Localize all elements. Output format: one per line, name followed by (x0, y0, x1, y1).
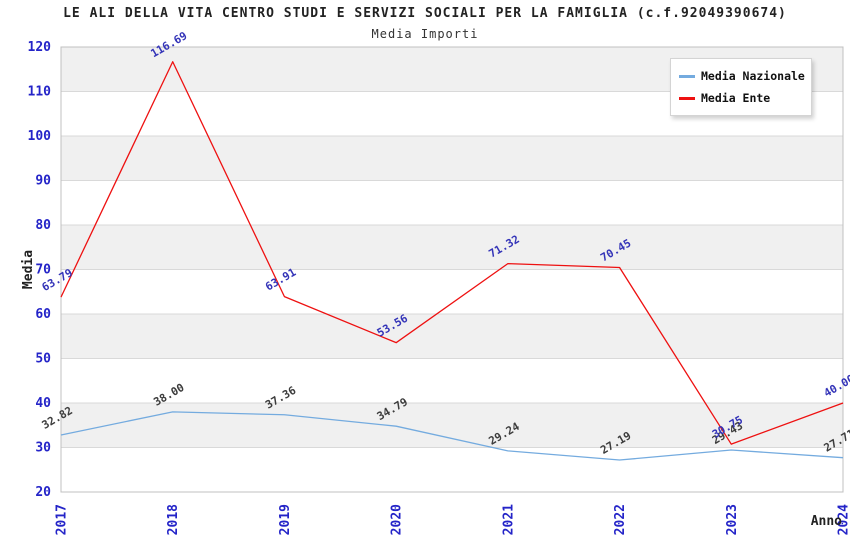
y-tick-label: 30 (35, 441, 51, 456)
legend-line-swatch-nazionale (679, 74, 695, 78)
x-tick-label: 2018 (166, 504, 181, 535)
legend-item-media-nazionale[interactable]: Media Nazionale (679, 65, 805, 87)
plot-band (61, 136, 843, 181)
y-tick-label: 50 (35, 352, 51, 367)
y-tick-label: 20 (35, 485, 51, 500)
legend: Media Nazionale Media Ente (670, 58, 812, 116)
plot-band (61, 403, 843, 448)
x-tick-label: 2023 (725, 504, 740, 535)
data-label: 40.00 (822, 372, 850, 400)
x-tick-label: 2022 (613, 504, 628, 535)
y-tick-label: 70 (35, 263, 51, 278)
x-tick-label: 2019 (278, 504, 293, 535)
y-tick-label: 40 (35, 396, 51, 411)
y-tick-label: 100 (28, 129, 52, 144)
x-tick-label: 2021 (501, 504, 516, 535)
legend-label-media-nazionale: Media Nazionale (701, 69, 805, 83)
legend-item-media-ente[interactable]: Media Ente (679, 87, 803, 109)
y-tick-label: 60 (35, 307, 51, 322)
plot-band (61, 314, 843, 359)
x-tick-label: 2017 (55, 504, 70, 535)
x-tick-label: 2024 (837, 504, 850, 535)
series-line-media-nazionale (60, 411, 844, 461)
x-tick-label: 2020 (390, 504, 405, 535)
x-axis-title: Anno (811, 514, 842, 529)
plot-border (60, 46, 844, 493)
chart-subtitle: Media Importi (371, 27, 479, 41)
legend-line-swatch-ente (679, 96, 695, 100)
y-tick-label: 110 (28, 85, 52, 100)
series-line-media-ente (60, 61, 844, 445)
plot-band (61, 225, 843, 270)
legend-label-media-ente: Media Ente (701, 91, 771, 105)
y-tick-label: 120 (28, 40, 52, 55)
y-axis-title: Media (21, 250, 36, 289)
chart-title: LE ALI DELLA VITA CENTRO STUDI E SERVIZI… (63, 6, 787, 21)
y-tick-label: 90 (35, 174, 51, 189)
y-tick-label: 80 (35, 218, 51, 233)
